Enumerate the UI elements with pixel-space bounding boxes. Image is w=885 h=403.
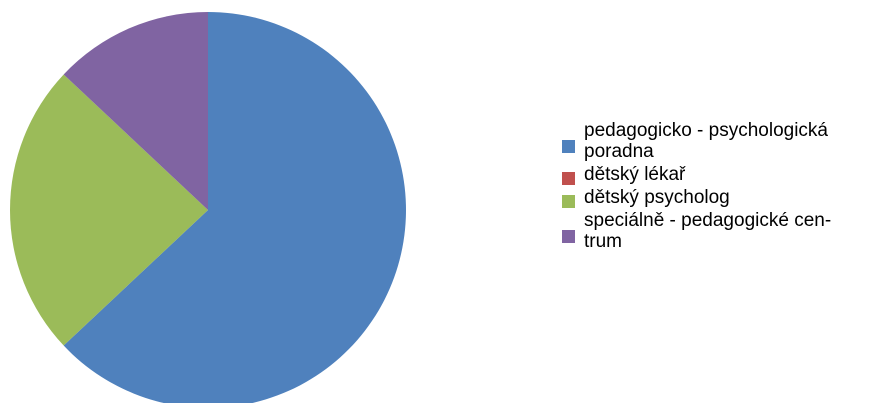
legend-item: dětský psycholog xyxy=(562,187,882,208)
legend-swatch xyxy=(562,230,575,243)
legend-label: dětský lékař xyxy=(584,164,686,185)
pie-slice-4 xyxy=(63,12,208,210)
legend-swatch xyxy=(562,195,575,208)
legend-label: pedagogicko - psychologická poradna xyxy=(584,120,828,162)
chart-legend: pedagogicko - psychologická poradna dětsk… xyxy=(562,120,882,254)
legend-swatch xyxy=(562,172,575,185)
legend-swatch xyxy=(562,140,575,153)
legend-label: speciálně - pedagogické cen- trum xyxy=(584,210,832,252)
pie-slice-3 xyxy=(9,74,208,346)
pie-plot-area xyxy=(9,12,406,403)
pie-slice-1 xyxy=(63,12,406,403)
legend-item: pedagogicko - psychologická poradna xyxy=(562,120,882,162)
legend-item: dětský lékař xyxy=(562,164,882,185)
legend-label: dětský psycholog xyxy=(584,187,730,208)
legend-item: speciálně - pedagogické cen- trum xyxy=(562,210,882,252)
